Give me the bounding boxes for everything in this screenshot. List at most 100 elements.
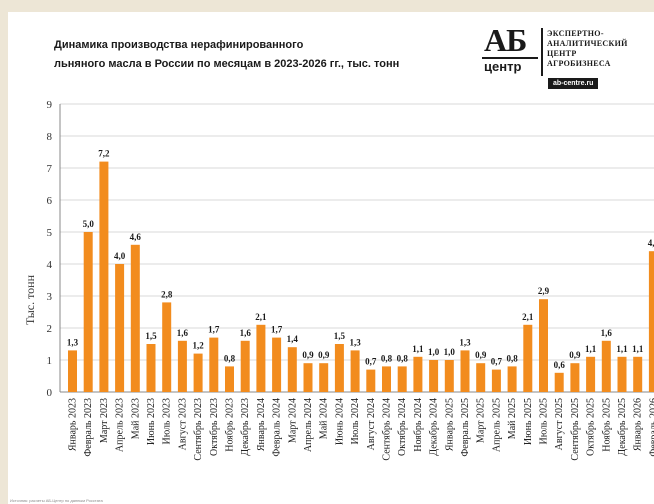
logo-mark-top: АБ [484,22,527,58]
bar [225,366,234,392]
tick-labels: 0 1 2 3 4 5 6 7 8 9 Январь 2023 Февраль 2023 Март 20… [47,99,654,461]
bar [240,340,250,392]
x-tick-label: Апрель 2025 [491,398,502,452]
bar [570,363,580,392]
x-tick-label: Июль 2025 [539,398,550,445]
bar [429,360,439,392]
x-tick-label: Октябрь 2025 [586,398,597,456]
data-label: 1,1 [585,344,597,354]
bar [162,302,172,392]
data-label: 1,7 [208,325,220,335]
bar [287,347,297,392]
data-label: 0,9 [302,350,314,360]
logo-text-line-2: АНАЛИТИЧЕСКИЙ [547,39,628,48]
logo-text: ЭКСПЕРТНО- АНАЛИТИЧЕСКИЙ ЦЕНТР АГРОБИЗНЕ… [547,29,628,69]
y-tick-label: 2 [47,323,53,335]
bar [617,356,627,392]
y-tick-label: 5 [47,227,53,239]
bar [476,363,486,392]
bar [382,366,391,392]
data-label: 0,8 [224,353,236,363]
chart-title: Динамика производства нерафинированного … [54,36,474,74]
logo-mark: АБ центр [482,22,538,78]
x-tick-label: Сентябрь 2024 [382,398,393,461]
x-tick-label: Ноябрь 2024 [413,398,424,452]
data-label: 2,8 [161,289,173,299]
data-label: 0,7 [491,357,503,367]
data-label: 0,9 [318,350,330,360]
x-tick-label: Январь 2023 [68,398,79,451]
x-tick-label: Август 2023 [177,398,188,450]
bar-chart: 1,35,07,24,04,61,52,81,61,21,70,81,62,11… [23,99,654,461]
y-axis-label: Тыс. тонн [23,274,37,325]
x-tick-label: Октябрь 2024 [397,398,408,456]
bar [115,264,125,392]
y-tick-label: 8 [47,131,53,143]
logo-text-line-1: ЭКСПЕРТНО- [547,29,604,38]
logo-divider [541,28,543,76]
data-label: 1,6 [601,328,613,338]
y-tick-label: 6 [47,195,53,207]
data-label: 1,3 [459,337,471,347]
data-label: 2,1 [522,312,534,322]
bar [319,363,329,392]
y-tick-label: 1 [47,355,53,367]
logo-text-line-4: АГРОБИЗНЕСА [547,59,611,68]
data-label: 0,8 [506,353,518,363]
logo-mark-rule [482,57,538,59]
data-label: 1,6 [177,328,189,338]
x-tick-label: Декабрь 2025 [617,398,628,456]
gridlines [60,103,654,361]
bar [68,350,77,392]
data-label: 4,0 [114,251,126,261]
x-tick-label: Январь 2024 [256,398,267,451]
chart-card: Динамика производства нерафинированного … [8,12,654,504]
data-label: 1,0 [444,347,456,357]
bar [256,324,266,392]
data-label: 7,2 [98,149,110,159]
x-tick-label: Февраль 2023 [83,398,94,457]
bar [146,344,156,392]
y-tick-label: 9 [47,99,53,111]
x-tick-label: Февраль 2025 [460,398,471,457]
bar [554,372,564,392]
x-tick-label: Август 2025 [554,398,565,450]
data-label: 0,8 [397,353,409,363]
bar [209,337,219,392]
data-label: 1,5 [334,331,346,341]
data-label: 2,1 [255,312,267,322]
data-label: 1,1 [632,344,644,354]
data-label: 4,6 [130,232,142,242]
data-label: 5,0 [83,219,95,229]
x-tick-label: Май 2025 [507,398,518,439]
y-tick-label: 0 [47,387,53,399]
x-tick-label: Март 2024 [287,398,298,443]
data-label: 1,3 [67,337,79,347]
bar [397,366,407,392]
bar [586,356,596,392]
data-label: 1,0 [428,347,440,357]
bar [366,369,376,392]
x-tick-label: Ноябрь 2025 [601,398,612,452]
x-tick-label: Декабрь 2023 [240,398,251,456]
chart-title-line-1: Динамика производства нерафинированного [54,39,304,51]
bar [413,356,423,392]
data-label: 0,6 [554,360,566,370]
bars [68,161,654,392]
data-label: 0,8 [381,353,393,363]
bar [193,353,203,392]
bar [334,344,344,392]
bar [491,369,501,392]
x-tick-label: Январь 2026 [633,398,644,451]
data-labels: 1,35,07,24,04,61,52,81,61,21,70,81,62,11… [67,149,654,370]
data-label: 0,9 [475,350,487,360]
bar [177,340,187,392]
bar [83,232,93,392]
x-tick-label: Апрель 2024 [303,398,314,452]
bar [460,350,470,392]
bar [523,324,533,392]
bar [539,299,548,392]
x-tick-label: Январь 2025 [444,398,455,451]
x-tick-label: Май 2023 [130,398,141,439]
x-tick-label: Июнь 2023 [146,398,157,445]
